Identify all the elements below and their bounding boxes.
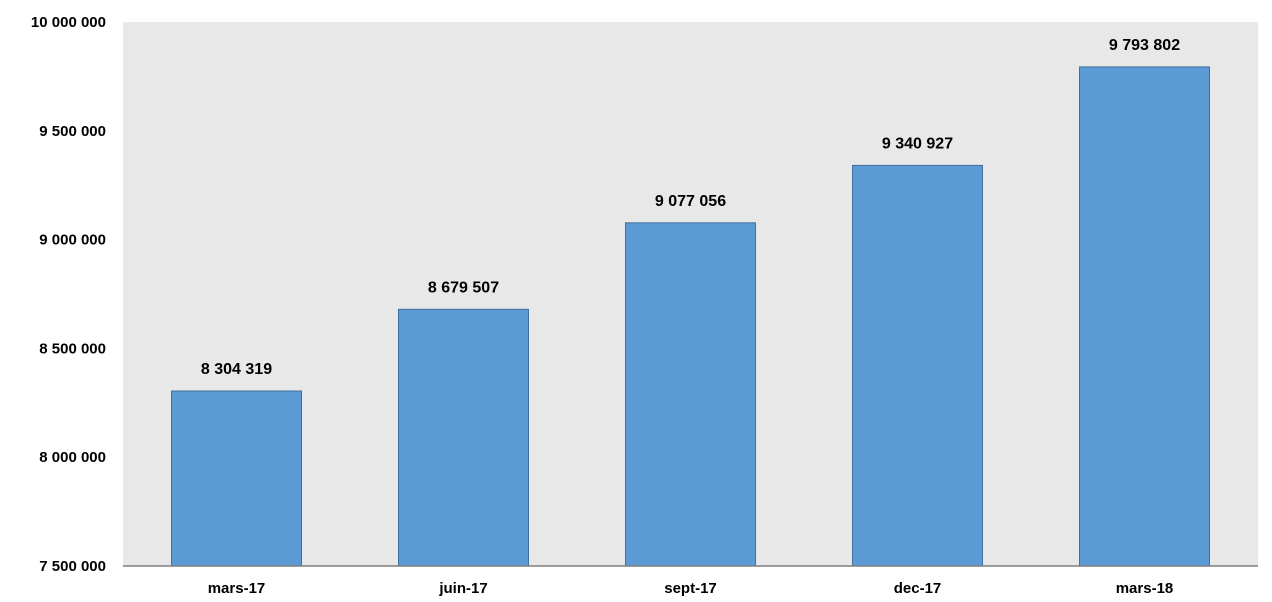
x-tick-label-dec-17: dec-17: [894, 580, 942, 597]
x-axis-tick-labels: mars-17 juin-17 sept-17 dec-17 mars-18: [208, 580, 1174, 597]
y-tick-label: 9 500 000: [39, 123, 106, 140]
data-label-sept-17: 9 077 056: [655, 193, 726, 210]
bar-sept-17: [625, 222, 756, 567]
bar-dec-17: [852, 164, 983, 567]
y-tick-label: 7 500 000: [39, 558, 106, 575]
data-label-mars-18: 9 793 802: [1109, 37, 1180, 54]
x-tick-label-mars-17: mars-17: [208, 580, 266, 597]
x-tick-label-juin-17: juin-17: [438, 580, 487, 597]
data-labels-group: 8 304 319 8 679 507 9 077 056 9 340 927 9 79…: [201, 37, 1180, 378]
x-tick-label-sept-17: sept-17: [664, 580, 717, 597]
y-tick-label: 8 500 000: [39, 340, 106, 357]
y-axis-tick-labels: 7 500 000 8 000 000 8 500 000 9 000 000 9 50…: [31, 14, 106, 575]
bar-mars-18: [1079, 66, 1210, 567]
bar-mars-17: [171, 390, 302, 567]
bar-juin-17: [398, 308, 529, 567]
data-label-dec-17: 9 340 927: [882, 135, 953, 152]
y-tick-label: 9 000 000: [39, 232, 106, 249]
bars-group: [171, 66, 1210, 567]
data-label-mars-17: 8 304 319: [201, 361, 272, 378]
data-label-juin-17: 8 679 507: [428, 279, 499, 296]
x-tick-label-mars-18: mars-18: [1116, 580, 1174, 597]
y-tick-label: 10 000 000: [31, 14, 106, 31]
y-tick-label: 8 000 000: [39, 449, 106, 466]
